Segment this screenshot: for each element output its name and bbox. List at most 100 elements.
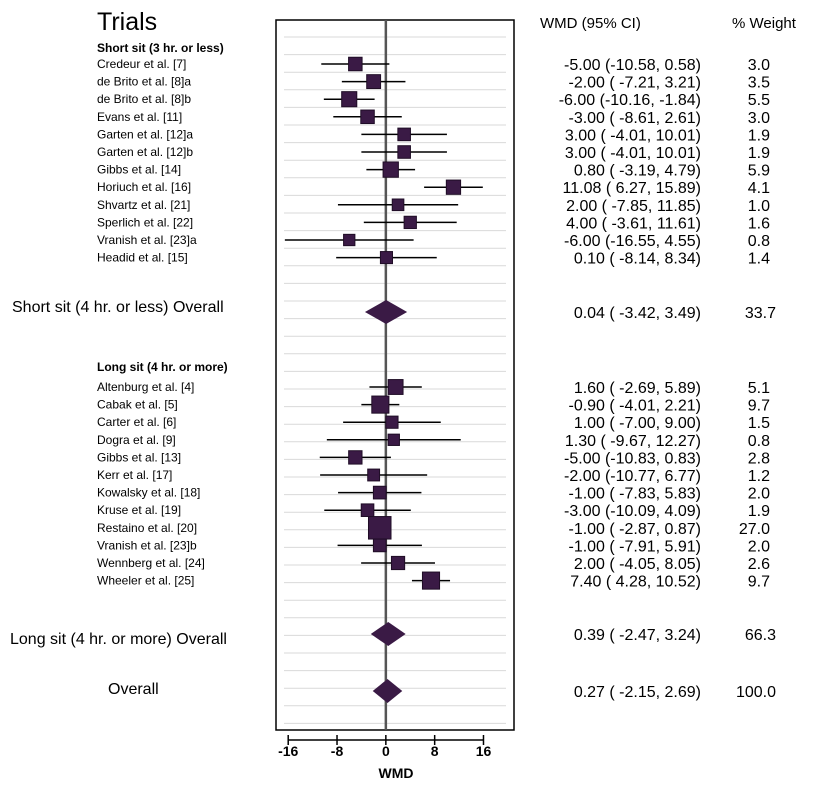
study-name: Dogra et al. [9]	[97, 433, 176, 447]
weight-value: 3.5	[748, 75, 770, 92]
point-estimate-square	[403, 215, 417, 230]
point-estimate-square	[372, 485, 387, 500]
x-axis-label: WMD	[379, 765, 414, 781]
study-name: Garten et al. [12]a	[97, 127, 193, 141]
weight-value: 1.4	[748, 251, 770, 268]
weight-value: 9.7	[748, 398, 770, 415]
study-row: Wennberg et al. [24] 2.00 ( -4.05, 8.05) 2…	[97, 555, 770, 573]
weight-value: 5.1	[748, 380, 770, 397]
ci-value: -2.00 (-10.77, 6.77)	[564, 468, 701, 485]
point-estimate-square	[348, 450, 363, 465]
point-estimate-square	[387, 433, 400, 446]
study-row: Headid et al. [15] 0.10 ( -8.14, 8.34) 1.4	[97, 251, 770, 268]
point-estimate-square	[366, 74, 382, 90]
ci-value: 2.00 ( -4.05, 8.05)	[574, 556, 701, 573]
weight-value: 2.0	[748, 486, 770, 503]
ci-value: 0.27 ( -2.15, 2.69)	[574, 684, 701, 701]
point-estimate-square	[390, 555, 406, 571]
study-row: Wheeler et al. [25] 7.40 ( 4.28, 10.52) 9.…	[97, 571, 770, 591]
study-row: Restaino et al. [20] -1.00 ( -2.87, 0.87)…	[97, 516, 770, 540]
study-name: Kerr et al. [17]	[97, 468, 172, 482]
ci-value: -1.00 ( -7.91, 5.91)	[568, 538, 701, 555]
ci-value: -6.00 (-16.55, 4.55)	[564, 233, 701, 250]
weight-value: 5.9	[748, 163, 770, 180]
ci-value: 1.60 ( -2.69, 5.89)	[574, 380, 701, 397]
study-row: Dogra et al. [9] 1.30 ( -9.67, 12.27) 0.8	[97, 433, 770, 450]
study-row: Garten et al. [12]b 3.00 ( -4.01, 10.01) 1…	[97, 145, 770, 162]
weight-value: 1.2	[748, 468, 770, 485]
weight-value: 27.0	[739, 521, 770, 538]
ci-value: 3.00 ( -4.01, 10.01)	[565, 127, 701, 144]
ci-column-header: WMD (95% CI)	[540, 15, 641, 32]
study-name: Evans et al. [11]	[97, 110, 182, 124]
study-row: Vranish et al. [23]a -6.00 (-16.55, 4.55)…	[97, 233, 770, 250]
study-name: Cabak et al. [5]	[97, 398, 178, 412]
ci-value: -1.00 ( -2.87, 0.87)	[568, 521, 701, 538]
summary-diamond	[370, 622, 406, 646]
study-name: Shvartz et al. [21]	[97, 198, 190, 212]
point-estimate-square	[379, 251, 393, 265]
study-name: Carter et al. [6]	[97, 415, 176, 429]
ci-value: 1.00 ( -7.00, 9.00)	[574, 415, 701, 432]
weight-column-header: % Weight	[732, 15, 797, 32]
point-estimate-square	[367, 516, 392, 540]
study-row: Gibbs et al. [13] -5.00 (-10.83, 0.83) 2.8	[97, 450, 770, 467]
ci-value: 0.04 ( -3.42, 3.49)	[574, 305, 701, 322]
ci-value: 11.08 ( 6.27, 15.89)	[563, 180, 701, 197]
plot-grid	[275, 19, 515, 731]
ci-value: 0.39 ( -2.47, 3.24)	[574, 627, 701, 644]
ci-value: 7.40 ( 4.28, 10.52)	[570, 574, 701, 591]
point-estimate-square	[341, 91, 358, 108]
ci-value: 0.80 ( -3.19, 4.79)	[574, 163, 701, 180]
study-name: Gibbs et al. [13]	[97, 450, 181, 464]
x-tick-label: 8	[431, 743, 439, 759]
study-row: Shvartz et al. [21] 2.00 ( -7.85, 11.85) 1…	[97, 198, 770, 215]
study-name: Vranish et al. [23]a	[97, 233, 197, 247]
point-estimate-square	[367, 468, 381, 482]
weight-value: 1.9	[748, 503, 770, 520]
point-estimate-square	[372, 538, 387, 553]
subgroup-heading: Long sit (4 hr. or more)	[97, 360, 228, 374]
x-tick-label: -16	[278, 743, 298, 759]
study-name: Gibbs et al. [14]	[97, 163, 181, 177]
point-estimate-square	[382, 161, 399, 178]
study-row: de Brito et al. [8]a -2.00 ( -7.21, 3.21)…	[97, 74, 770, 92]
ci-value: -5.00 (-10.83, 0.83)	[564, 450, 701, 467]
ci-value: -1.00 ( -7.83, 5.83)	[568, 486, 701, 503]
x-tick-label: -8	[331, 743, 344, 759]
ci-value: 2.00 ( -7.85, 11.85)	[566, 198, 701, 215]
overall-label: Short sit (4 hr. or less) Overall	[12, 299, 224, 316]
study-name: Kowalsky et al. [18]	[97, 486, 200, 500]
study-name: Wheeler et al. [25]	[97, 574, 194, 588]
overall-summary: Overall 0.27 ( -2.15, 2.69) 100.0	[108, 679, 776, 703]
chart-title: Trials	[97, 8, 157, 36]
study-row: Carter et al. [6] 1.00 ( -7.00, 9.00) 1.5	[97, 415, 770, 432]
point-estimate-square	[360, 503, 375, 517]
study-name: Kruse et al. [19]	[97, 503, 181, 517]
point-estimate-square	[397, 145, 411, 159]
study-row: Cabak et al. [5] -0.90 ( -4.01, 2.21) 9.7	[97, 395, 770, 415]
study-name: Garten et al. [12]b	[97, 145, 193, 159]
weight-value: 1.0	[748, 198, 770, 215]
ci-value: 3.00 ( -4.01, 10.01)	[565, 145, 701, 162]
summary-diamond	[372, 679, 403, 703]
study-rows: Short sit (3 hr. or less)Credeur et al. …	[10, 41, 776, 703]
study-row: Evans et al. [11] -3.00 ( -8.61, 2.61) 3.0	[97, 109, 770, 127]
point-estimate-square	[421, 571, 441, 590]
study-name: Vranish et al. [23]b	[97, 538, 197, 552]
point-estimate-square	[371, 395, 390, 414]
point-estimate-square	[385, 415, 399, 429]
x-tick-label: 16	[476, 743, 492, 759]
subgroup-heading: Short sit (3 hr. or less)	[97, 41, 224, 55]
weight-value: 0.8	[748, 233, 770, 250]
point-estimate-square	[445, 179, 462, 195]
weight-value: 4.1	[748, 180, 770, 197]
point-estimate-square	[391, 198, 405, 212]
weight-value: 1.5	[748, 415, 770, 432]
study-row: Kruse et al. [19] -3.00 (-10.09, 4.09) 1.9	[97, 503, 770, 520]
weight-value: 2.0	[748, 538, 770, 555]
study-row: Gibbs et al. [14] 0.80 ( -3.19, 4.79) 5.9	[97, 161, 770, 180]
overall-label: Long sit (4 hr. or more) Overall	[10, 631, 227, 648]
weight-value: 1.9	[748, 145, 770, 162]
